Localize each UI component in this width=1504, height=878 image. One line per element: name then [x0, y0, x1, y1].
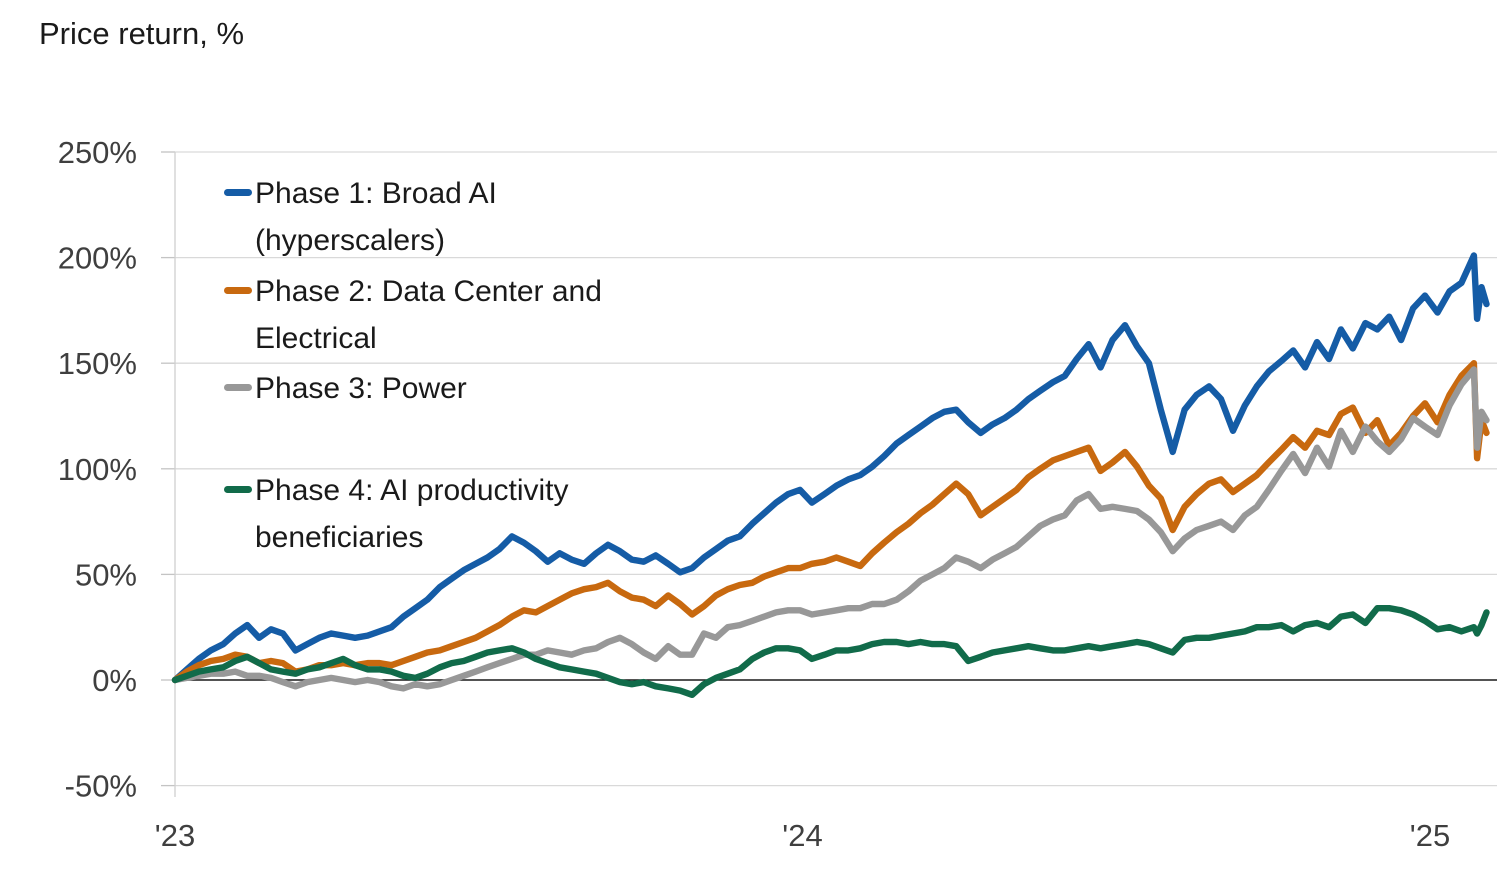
series-line-4: [171, 605, 1490, 698]
y-axis-label: 250%: [58, 135, 137, 170]
series-line-1: [171, 252, 1490, 684]
y-axis-label: 100%: [58, 452, 137, 487]
y-axis-label: 50%: [75, 557, 137, 592]
x-axis-label: '25: [1410, 818, 1450, 853]
y-axis-label: 150%: [58, 346, 137, 381]
y-axis-label: 200%: [58, 241, 137, 276]
y-axis-label: 0%: [92, 663, 137, 698]
series-line-2: [171, 360, 1490, 684]
y-axis-label: -50%: [65, 769, 137, 804]
x-axis-label: '23: [155, 818, 195, 853]
chart-title: Price return, %: [39, 16, 245, 51]
x-axis-label: '24: [782, 818, 822, 853]
series-line-3: [171, 366, 1490, 692]
